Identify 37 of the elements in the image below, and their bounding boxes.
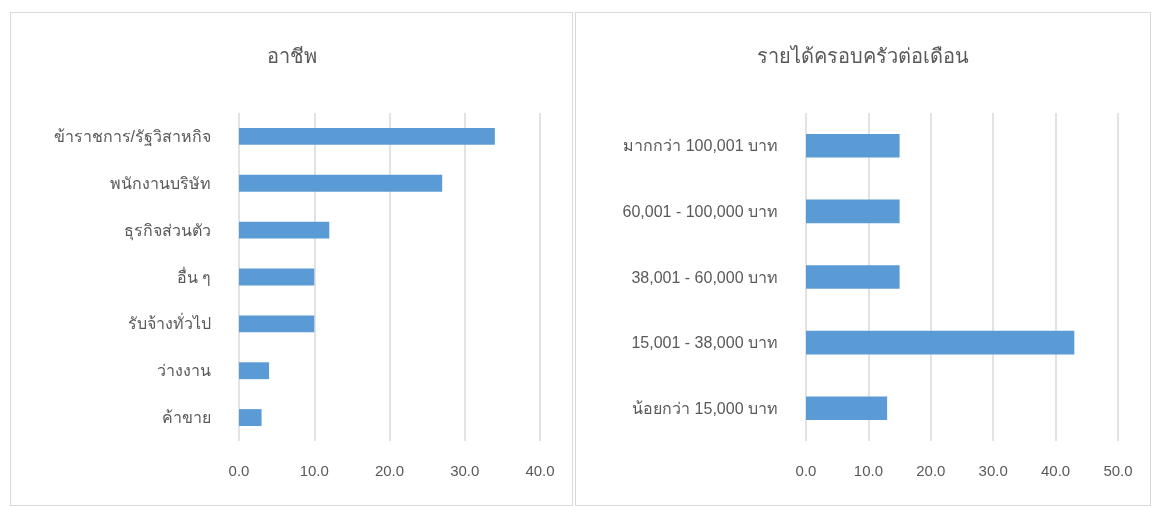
x-tick-label: 30.0 — [450, 462, 480, 479]
bar — [239, 409, 262, 427]
x-tick-label: 10.0 — [299, 462, 329, 479]
y-tick-label: ค้าขาย — [162, 409, 211, 427]
y-tick-label: น้อยกว่า 15,000 บาท — [632, 399, 778, 417]
bar — [239, 127, 495, 145]
bar — [239, 174, 443, 192]
bar — [239, 221, 330, 239]
x-tick-label: 0.0 — [228, 462, 250, 479]
x-tick-label: 30.0 — [978, 462, 1008, 479]
bar — [806, 265, 900, 289]
x-tick-label: 10.0 — [853, 462, 883, 479]
y-tick-label: ว่างงาน — [157, 362, 211, 380]
chart-title: รายได้ครอบครัวต่อเดือน — [757, 45, 969, 67]
y-tick-label: ข้าราชการ/รัฐวิสาหกิจ — [53, 127, 211, 146]
x-tick-label: 20.0 — [374, 462, 405, 479]
y-tick-label: อื่น ๆ — [176, 265, 211, 286]
x-tick-label: 20.0 — [916, 462, 946, 479]
x-tick-label: 40.0 — [1041, 462, 1071, 479]
x-tick-label: 40.0 — [525, 462, 555, 479]
y-tick-label: รับจ้างทั่วไป — [128, 312, 211, 333]
chart-title: อาชีพ — [266, 45, 317, 67]
y-tick-label: มากกว่า 100,001 บาท — [623, 137, 778, 155]
bar — [806, 396, 888, 421]
bar — [239, 268, 315, 286]
bar — [239, 315, 315, 333]
bar — [806, 330, 1075, 355]
y-tick-label: ธุรกิจส่วนตัว — [124, 221, 211, 241]
y-tick-label: 60,001 - 100,000 บาท — [622, 202, 778, 220]
bar — [806, 133, 900, 158]
y-tick-label: 38,001 - 60,000 บาท — [631, 268, 778, 286]
bar — [806, 199, 900, 224]
y-tick-label: 15,001 - 38,000 บาท — [631, 334, 778, 352]
bar — [239, 362, 270, 380]
y-tick-label: พนักงานบริษัท — [110, 174, 211, 192]
x-tick-label: 0.0 — [795, 462, 817, 479]
x-tick-label: 50.0 — [1103, 462, 1133, 479]
